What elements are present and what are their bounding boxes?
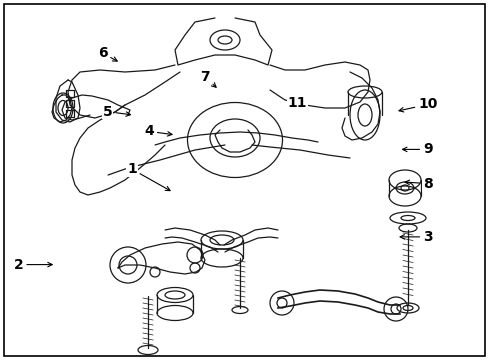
Text: 3: 3 [399,230,432,244]
Text: 10: 10 [398,98,437,112]
Text: 8: 8 [404,177,432,190]
Text: 11: 11 [287,96,306,109]
Text: 1: 1 [127,162,170,191]
Text: 9: 9 [402,143,432,156]
Text: 6: 6 [98,46,117,61]
Text: 7: 7 [200,71,216,87]
Text: 5: 5 [102,105,130,118]
Text: 2: 2 [14,258,52,271]
Text: 4: 4 [144,125,172,138]
